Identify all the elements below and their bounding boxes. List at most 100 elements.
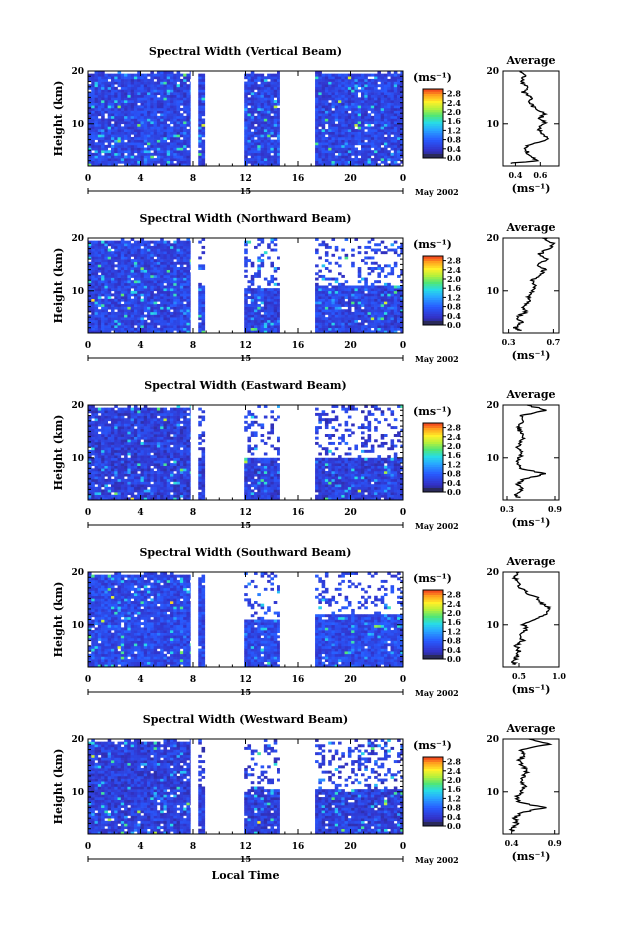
heatmap-cell bbox=[380, 102, 385, 106]
heatmap-cell bbox=[324, 158, 329, 162]
heatmap-cell bbox=[347, 86, 352, 90]
average-y-tick-label: 20 bbox=[486, 67, 499, 77]
heatmap-cell bbox=[263, 330, 268, 334]
heatmap-cell bbox=[88, 317, 92, 321]
heatmap-cell bbox=[397, 253, 401, 257]
heatmap-cell bbox=[114, 253, 118, 257]
heatmap-cell bbox=[160, 107, 164, 111]
heatmap-cell bbox=[104, 296, 108, 299]
heatmap-cell bbox=[88, 434, 92, 437]
heatmap-cell bbox=[267, 86, 271, 90]
heatmap-cell bbox=[250, 71, 255, 74]
heatmap-cell bbox=[147, 131, 151, 135]
heatmap-cell bbox=[260, 261, 265, 265]
heatmap-cell bbox=[354, 107, 359, 111]
heatmap-cell bbox=[114, 264, 118, 268]
heatmap-cell bbox=[324, 243, 329, 247]
colorbar-tick-label: 0.8 bbox=[447, 302, 461, 312]
heatmap-cell bbox=[170, 76, 174, 80]
heatmap-cell bbox=[198, 76, 202, 80]
heatmap-cell bbox=[114, 110, 118, 114]
heatmap-cell bbox=[354, 147, 359, 151]
heatmap-cell bbox=[321, 243, 326, 247]
heatmap-cell bbox=[273, 121, 278, 125]
heatmap-cell bbox=[124, 314, 128, 318]
heatmap-cell bbox=[163, 139, 168, 143]
heatmap-cell bbox=[107, 94, 112, 98]
heatmap-cell bbox=[166, 94, 171, 98]
heatmap-cell bbox=[170, 264, 174, 268]
heatmap-cell bbox=[166, 253, 171, 257]
heatmap-cell bbox=[390, 126, 395, 130]
heatmap-cell bbox=[354, 105, 359, 109]
heatmap-cell bbox=[107, 240, 112, 244]
heatmap-cell bbox=[110, 452, 115, 456]
heatmap-cell bbox=[127, 105, 131, 109]
heatmap-cell bbox=[390, 301, 395, 305]
heatmap-cell bbox=[254, 131, 258, 135]
heatmap-cell bbox=[367, 322, 372, 326]
heatmap-cell bbox=[166, 142, 171, 146]
heatmap-cell bbox=[110, 84, 115, 88]
heatmap-cell bbox=[201, 84, 206, 88]
heatmap-cell bbox=[334, 160, 339, 164]
heatmap-cell bbox=[186, 152, 191, 156]
heatmap-cell bbox=[179, 251, 184, 255]
heatmap-cell bbox=[263, 298, 268, 302]
heatmap-cell bbox=[341, 303, 345, 307]
heatmap-cell bbox=[354, 309, 359, 313]
heatmap-cell bbox=[94, 317, 99, 321]
average-y-tick-label: 10 bbox=[486, 287, 499, 297]
heatmap-cell bbox=[393, 107, 398, 111]
heatmap-cell bbox=[250, 110, 255, 114]
heatmap-cell bbox=[341, 81, 345, 85]
heatmap-cell bbox=[97, 274, 102, 278]
heatmap-cell bbox=[97, 248, 102, 252]
heatmap-cell bbox=[367, 136, 372, 140]
heatmap-cell bbox=[124, 293, 128, 297]
heatmap-cell bbox=[260, 136, 265, 140]
heatmap-cell bbox=[104, 486, 108, 490]
heatmap-cell bbox=[383, 92, 388, 96]
heatmap-cell bbox=[160, 322, 164, 326]
heatmap-cell bbox=[176, 142, 181, 146]
heatmap-cell bbox=[114, 158, 118, 162]
heatmap-cell bbox=[347, 78, 352, 82]
heatmap-cell bbox=[94, 489, 99, 493]
heatmap-cell bbox=[104, 282, 108, 286]
heatmap-cell bbox=[97, 78, 102, 82]
heatmap-cell bbox=[137, 158, 141, 162]
heatmap-cell bbox=[140, 113, 145, 117]
heatmap-cell bbox=[198, 314, 202, 318]
heatmap-cell bbox=[324, 306, 329, 310]
heatmap-cell bbox=[183, 139, 187, 143]
heatmap-cell bbox=[390, 76, 395, 80]
heatmap-cell bbox=[370, 115, 375, 119]
heatmap-cell bbox=[250, 81, 255, 85]
heatmap-cell bbox=[367, 118, 372, 122]
heatmap-cell bbox=[183, 251, 187, 255]
heatmap-cell bbox=[104, 269, 108, 273]
heatmap-cell bbox=[117, 121, 122, 125]
heatmap-cell bbox=[133, 322, 138, 326]
heatmap-cell bbox=[347, 317, 352, 321]
heatmap-cell bbox=[393, 94, 398, 98]
heatmap-cell bbox=[361, 115, 365, 119]
heatmap-cell bbox=[370, 256, 375, 260]
heatmap-cell bbox=[321, 105, 326, 109]
x-tick-label: 12 bbox=[239, 341, 252, 351]
heatmap-cell bbox=[160, 311, 164, 315]
heatmap-cell bbox=[198, 107, 202, 111]
heatmap-cell bbox=[114, 441, 118, 445]
heatmap-cell bbox=[114, 150, 118, 154]
colorbar-segment bbox=[423, 283, 443, 287]
heatmap-cell bbox=[377, 163, 381, 167]
heatmap-cell bbox=[321, 160, 326, 164]
heatmap-cell bbox=[390, 78, 395, 82]
heatmap-cell bbox=[254, 115, 258, 119]
heatmap-cell bbox=[147, 248, 151, 252]
heatmap-cell bbox=[124, 123, 128, 127]
heatmap-cell bbox=[328, 245, 332, 249]
heatmap-cell bbox=[127, 317, 131, 321]
colorbar-label: (ms⁻¹) bbox=[413, 71, 452, 84]
